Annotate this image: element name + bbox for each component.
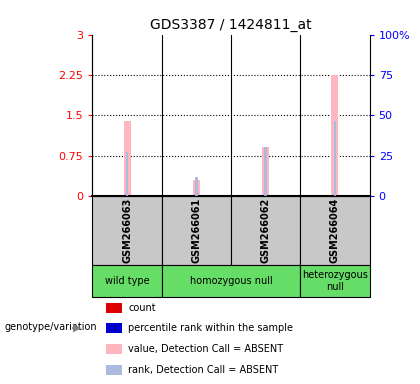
Text: count: count: [129, 303, 156, 313]
Bar: [162, 196, 231, 265]
Bar: [333, 121, 336, 196]
Bar: [106, 323, 121, 333]
Bar: [193, 180, 200, 196]
Bar: [195, 177, 198, 196]
Bar: [92, 196, 162, 265]
Text: genotype/variation: genotype/variation: [4, 322, 97, 332]
Bar: [106, 344, 121, 354]
Text: value, Detection Call = ABSENT: value, Detection Call = ABSENT: [129, 344, 284, 354]
Bar: [300, 196, 370, 265]
Bar: [331, 75, 339, 196]
Text: percentile rank within the sample: percentile rank within the sample: [129, 323, 294, 333]
Bar: [126, 152, 129, 196]
Bar: [123, 121, 131, 196]
Text: heterozygous
null: heterozygous null: [302, 270, 368, 292]
Bar: [106, 365, 121, 375]
Bar: [264, 147, 267, 196]
Bar: [92, 265, 162, 297]
Bar: [300, 265, 370, 297]
Title: GDS3387 / 1424811_at: GDS3387 / 1424811_at: [150, 18, 312, 32]
Text: GSM266062: GSM266062: [261, 198, 270, 263]
Text: rank, Detection Call = ABSENT: rank, Detection Call = ABSENT: [129, 365, 279, 375]
Bar: [231, 196, 300, 265]
Text: homozygous null: homozygous null: [189, 276, 273, 286]
Bar: [262, 147, 269, 196]
Bar: [106, 303, 121, 313]
Text: GSM266064: GSM266064: [330, 198, 340, 263]
Bar: [162, 265, 300, 297]
Text: ▶: ▶: [74, 322, 82, 332]
Text: GSM266061: GSM266061: [192, 198, 201, 263]
Text: wild type: wild type: [105, 276, 150, 286]
Text: GSM266063: GSM266063: [122, 198, 132, 263]
